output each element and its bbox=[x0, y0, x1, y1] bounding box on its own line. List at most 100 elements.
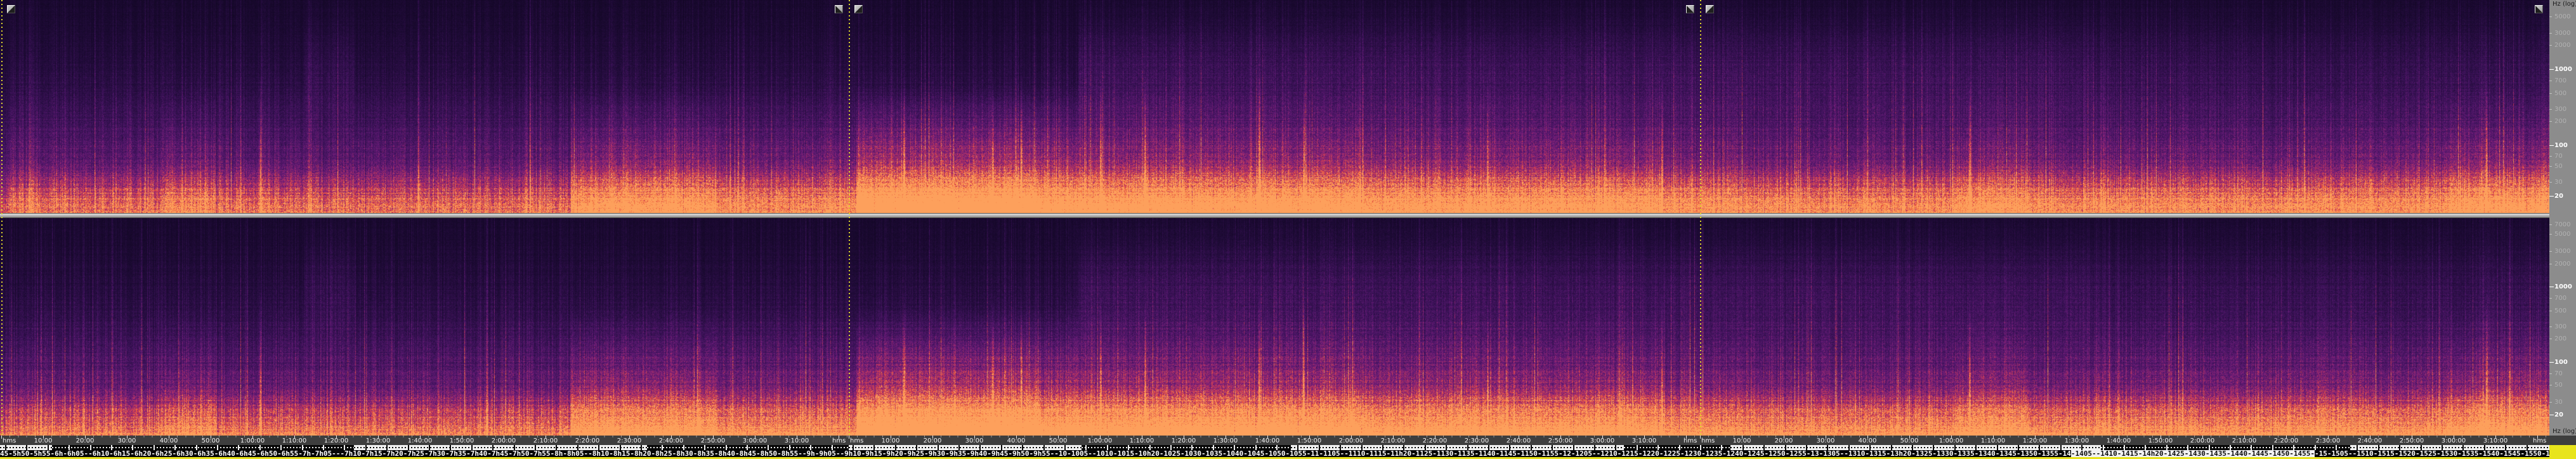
label-stem[interactable] bbox=[323, 445, 324, 450]
label-stem[interactable] bbox=[704, 445, 705, 450]
boundary-collapse-right-button[interactable] bbox=[1706, 5, 1714, 13]
label-stem[interactable] bbox=[1679, 445, 1680, 450]
label-stem[interactable] bbox=[1361, 445, 1363, 450]
label-stem[interactable] bbox=[1382, 445, 1383, 450]
label-marker-segment[interactable] bbox=[849, 445, 1082, 450]
label-stem[interactable] bbox=[2378, 445, 2379, 450]
label-stem[interactable] bbox=[556, 445, 557, 450]
boundary-collapse-left-button[interactable] bbox=[835, 5, 843, 13]
label-track-markers[interactable] bbox=[0, 445, 2549, 450]
label-stem[interactable] bbox=[2399, 445, 2400, 450]
label-stem[interactable] bbox=[2039, 445, 2040, 450]
label-stem[interactable] bbox=[302, 445, 303, 450]
label-stem[interactable] bbox=[1149, 445, 1151, 450]
label-stem[interactable] bbox=[1425, 445, 1426, 450]
label-stem[interactable] bbox=[1954, 445, 1956, 450]
channel-divider-splitter[interactable] bbox=[0, 213, 2549, 218]
label-stem[interactable] bbox=[789, 445, 790, 450]
label-stem[interactable] bbox=[2145, 445, 2146, 450]
label-stem[interactable] bbox=[90, 445, 91, 450]
label-stem[interactable] bbox=[450, 445, 451, 450]
label-stem[interactable] bbox=[1446, 445, 1447, 450]
label-stem[interactable] bbox=[1763, 445, 1765, 450]
label-stem[interactable] bbox=[1064, 445, 1066, 450]
label-marker-segment[interactable] bbox=[1624, 445, 1730, 450]
label-stem[interactable] bbox=[1615, 445, 1616, 450]
label-stem[interactable] bbox=[365, 445, 367, 450]
label-stem[interactable] bbox=[598, 445, 599, 450]
label-stem[interactable] bbox=[2124, 445, 2125, 450]
label-stem[interactable] bbox=[2187, 445, 2188, 450]
label-track-text[interactable]: 45-5h50-5h55-6h-6h05--6h10-6h15-6h20-6h2… bbox=[0, 450, 2549, 457]
label-stem[interactable] bbox=[2421, 445, 2422, 450]
label-stem[interactable] bbox=[1043, 445, 1045, 450]
label-stem[interactable] bbox=[1234, 445, 1235, 450]
label-stem[interactable] bbox=[1001, 445, 1002, 450]
label-stem[interactable] bbox=[1319, 445, 1320, 450]
label-stem[interactable] bbox=[2272, 445, 2273, 450]
label-stem[interactable] bbox=[2060, 445, 2062, 450]
boundary-collapse-right-button[interactable] bbox=[7, 5, 15, 13]
label-stem[interactable] bbox=[26, 445, 27, 450]
label-stem[interactable] bbox=[683, 445, 684, 450]
label-stem[interactable] bbox=[1467, 445, 1468, 450]
label-stem[interactable] bbox=[1869, 445, 1871, 450]
label-stem[interactable] bbox=[916, 445, 917, 450]
label-stem[interactable] bbox=[2081, 445, 2082, 450]
label-marker-segment[interactable] bbox=[354, 445, 647, 450]
label-stem[interactable] bbox=[1637, 445, 1638, 450]
label-stem[interactable] bbox=[1573, 445, 1574, 450]
label-stem[interactable] bbox=[196, 445, 197, 450]
label-stem[interactable] bbox=[938, 445, 939, 450]
label-stem[interactable] bbox=[895, 445, 896, 450]
label-stem[interactable] bbox=[2018, 445, 2019, 450]
label-stem[interactable] bbox=[620, 445, 621, 450]
label-stem[interactable] bbox=[662, 445, 663, 450]
label-stem[interactable] bbox=[1806, 445, 1807, 450]
label-stem[interactable] bbox=[1085, 445, 1087, 450]
label-stem[interactable] bbox=[577, 445, 579, 450]
label-marker-segment[interactable] bbox=[647, 445, 849, 450]
label-stem[interactable] bbox=[958, 445, 960, 450]
label-stem[interactable] bbox=[238, 445, 239, 450]
spectrogram-channel-2[interactable] bbox=[0, 218, 2549, 436]
label-marker-segment[interactable] bbox=[1291, 445, 1624, 450]
label-stem[interactable] bbox=[768, 445, 769, 450]
label-stem[interactable] bbox=[259, 445, 261, 450]
label-stem[interactable] bbox=[2442, 445, 2443, 450]
label-stem[interactable] bbox=[1022, 445, 1023, 450]
label-stem[interactable] bbox=[492, 445, 494, 450]
label-stem[interactable] bbox=[1827, 445, 1828, 450]
label-stem[interactable] bbox=[2357, 445, 2358, 450]
ruler-segment[interactable]: hms hms 10:00 20:00 30:00 40:00 50:00 1:00:00 1:… bbox=[1700, 436, 2549, 445]
label-stem[interactable] bbox=[747, 445, 748, 450]
label-stem[interactable] bbox=[408, 445, 409, 450]
label-stem[interactable] bbox=[386, 445, 388, 450]
time-ruler[interactable]: hms hms 10:00 20:00 30:00 40:00 50:00 1:00:00 1:… bbox=[0, 436, 2576, 445]
label-stem[interactable] bbox=[810, 445, 811, 450]
label-stem[interactable] bbox=[2103, 445, 2104, 450]
boundary-collapse-left-button[interactable] bbox=[1686, 5, 1694, 13]
label-stem[interactable] bbox=[2251, 445, 2252, 450]
label-stem[interactable] bbox=[2527, 445, 2528, 450]
label-marker-segment[interactable] bbox=[1730, 445, 2101, 450]
label-stem[interactable] bbox=[979, 445, 981, 450]
label-stem[interactable] bbox=[174, 445, 176, 450]
label-stem[interactable] bbox=[2505, 445, 2506, 450]
label-stem[interactable] bbox=[132, 445, 133, 450]
label-marker-segment[interactable] bbox=[1082, 445, 1291, 450]
label-marker-segment[interactable] bbox=[52, 445, 354, 450]
label-stem[interactable] bbox=[2462, 445, 2464, 450]
label-stem[interactable] bbox=[5, 445, 6, 450]
label-stem[interactable] bbox=[69, 445, 70, 450]
label-stem[interactable] bbox=[154, 445, 155, 450]
label-stem[interactable] bbox=[1276, 445, 1278, 450]
label-stem[interactable] bbox=[641, 445, 642, 450]
label-marker-segment[interactable] bbox=[2101, 445, 2350, 450]
label-stem[interactable] bbox=[832, 445, 833, 450]
label-stem[interactable] bbox=[535, 445, 536, 450]
label-stem[interactable] bbox=[2293, 445, 2294, 450]
label-stem[interactable] bbox=[217, 445, 218, 450]
label-stem[interactable] bbox=[873, 445, 875, 450]
label-stem[interactable] bbox=[1340, 445, 1341, 450]
